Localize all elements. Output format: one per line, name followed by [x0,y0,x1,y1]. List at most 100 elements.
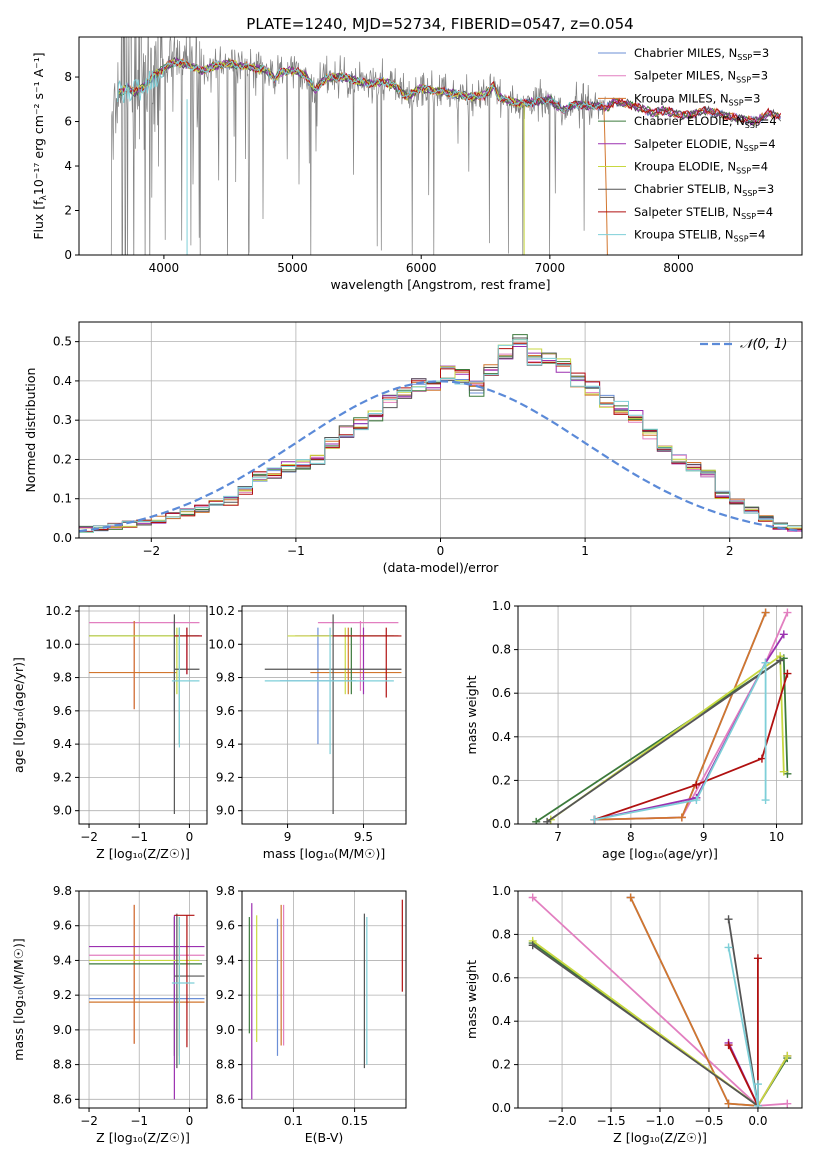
weight-marker [779,630,788,639]
y-axis-label: Flux [fλ10⁻¹⁷ erg cm⁻² s⁻¹ A⁻¹] [31,52,49,239]
weight-marker [724,1099,733,1108]
weight-marker [724,915,733,924]
axes-frame [241,605,407,825]
ytick-label: 0.0 [53,531,72,545]
weight-marker [543,817,552,824]
y-axis-label: mass weight [464,960,479,1039]
xtick-label: 7 [554,830,562,844]
xtick-label: 0 [186,830,194,844]
weight-marker [724,1041,733,1050]
ytick-label: 0.0 [492,1101,511,1115]
xtick-label: −1.5 [596,1114,625,1128]
ytick-label: 0.8 [492,643,511,657]
axes-mass-vs-EBV: 0.1 0.15 8.6 8.8 9.0 9.2 9.4 9.6 9.8 E(B-V) [216,884,407,1145]
xtick-label: −2 [142,544,160,558]
xtick-label: −2.0 [547,1114,576,1128]
x-axis-label: wavelength [Angstrom, rest frame] [330,277,550,292]
ytick-label: 8.8 [216,1058,235,1072]
ytick-label: 9.6 [216,919,235,933]
ytick-label: 10.2 [208,604,235,618]
ytick-label: 1.0 [492,599,511,613]
xtick-label: 6000 [406,261,437,275]
ytick-label: 9.4 [216,953,235,967]
x-axis-label: mass [log₁₀(M/M☉)] [263,846,385,861]
y-axis-label: mass [log₁₀(M/M☉)] [11,938,26,1060]
xtick-label: −1 [130,830,148,844]
ytick-label: 2 [64,204,72,218]
plot-area-mass-vs-EBV [248,899,403,1100]
ytick-label: 0.8 [492,927,511,941]
weight-line [594,612,767,821]
y-axis-label: age [log₁₀(age/yr)] [11,657,26,773]
legend-normal-label: 𝒩(0, 1) [740,337,787,352]
xtick-label: −0.5 [694,1114,723,1128]
weight-marker [779,767,788,776]
x-axis-label: Z [log₁₀(Z/Z☉)] [613,1130,707,1145]
ytick-label: 9.8 [53,884,72,898]
weight-line [594,612,789,821]
weight-line [532,919,760,1108]
xtick-label: 0.1 [284,1114,303,1128]
axes-frame [517,605,803,825]
legend-label: Chabrier STELIB, NSSP=3 [634,182,774,198]
ytick-label: 0.6 [492,686,511,700]
xtick-label: 0 [186,1114,194,1128]
figure-title: PLATE=1240, MJD=52734, FIBERID=0547, z=0… [246,15,633,33]
xtick-label: 1 [581,544,589,558]
axes-mass-vs-Z: −2 −1 0 8.6 8.8 9.0 9.2 9.4 9.6 9.8 Z [log₁₀(Z/Z☉)… [11,884,208,1145]
ytick-label: 9.6 [216,704,235,718]
weight-marker [532,817,541,824]
xtick-label: −1.0 [645,1114,674,1128]
axes-massweight-vs-age: 7 8 9 10 0.0 0.2 0.4 0.6 0.8 1.0 age [log₁₀(age/yr… [464,599,803,861]
weight-marker [761,658,770,667]
ytick-label: 8.8 [53,1058,72,1072]
ytick-label: 9.0 [216,1023,235,1037]
ytick-label: 9.6 [53,704,72,718]
plot-area-massweight-vs-age [532,608,792,824]
xtick-label: 7000 [535,261,566,275]
xtick-label: 9 [700,830,708,844]
ytick-label: 10.0 [208,637,235,651]
weight-marker [626,893,635,902]
xtick-label: 0.0 [748,1114,767,1128]
weight-marker [692,796,701,805]
xtick-label: 2 [726,544,734,558]
legend-label: Salpeter STELIB, NSSP=4 [634,205,773,221]
legend: Chabrier MILES, NSSP=3 Salpeter MILES, NS… [598,46,777,244]
ytick-label: 9.6 [53,919,72,933]
spectrum-model-line [118,59,781,124]
y-axis-label: Normed distribution [23,368,38,493]
weight-marker [776,656,785,665]
weight-line [594,633,785,821]
ytick-label: 9.0 [216,804,235,818]
ytick-label: 0 [64,248,72,262]
weight-marker [783,1099,792,1108]
ytick-label: 0.0 [492,817,511,831]
axes-frame [78,890,208,1109]
x-axis-label: Z [log₁₀(Z/Z☉)] [96,1130,190,1145]
axes-residuals: −2 −1 0 1 2 0.0 0.1 0.2 0.3 0.4 0.5 (data-model)/er… [23,321,803,575]
xtick-label: 8 [627,830,635,844]
plot-area-age-vs-mass [264,614,402,815]
weight-line [546,659,781,823]
axes-spectrum: 4000 5000 6000 7000 8000 0 2 4 6 8 wavelength [Ang… [31,36,803,292]
ytick-label: 9.8 [216,671,235,685]
ytick-label: 0.2 [492,1058,511,1072]
axes-age-vs-Z: −2 −1 0 9.0 9.2 9.4 9.6 9.8 10.0 10.2 Z [log₁₀(Z/Z… [11,604,208,861]
ytick-label: 0.4 [53,374,72,388]
ytick-label: 4 [64,159,72,173]
weight-marker [692,780,701,789]
x-axis-label: age [log₁₀(age/yr)] [602,846,718,861]
ytick-label: 8.6 [53,1092,72,1106]
ytick-label: 9.0 [53,1023,72,1037]
ytick-label: 9.8 [216,884,235,898]
ytick-label: 9.4 [53,953,72,967]
ytick-label: 9.0 [53,804,72,818]
plot-area-residuals [79,334,802,538]
weight-marker [783,608,792,617]
xtick-label: 8000 [663,261,694,275]
x-axis-label: (data-model)/error [383,560,500,575]
xtick-label: 9.5 [354,830,373,844]
plot-area-massweight-vs-Z [528,893,792,1108]
